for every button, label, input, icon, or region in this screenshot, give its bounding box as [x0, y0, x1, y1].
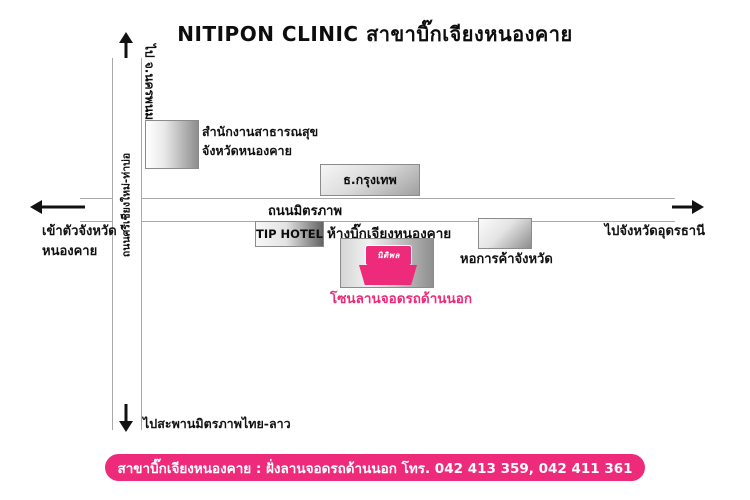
footer-contact-bar: สาขาบิ๊กเจียงหนองคาย : ฝั่งลานจอดรถด้านน… — [105, 454, 645, 481]
health-office-label-line1: สำนักงานสาธารณสุข — [202, 124, 319, 139]
direction-west-line2: หนองคาย — [42, 244, 98, 259]
footer-contact-text: สาขาบิ๊กเจียงหนองคาย : ฝั่งลานจอดรถด้านน… — [117, 460, 633, 477]
mittraphap-road-label: ถนนมิตรภาพ — [267, 204, 343, 219]
page-title: NITIPON CLINIC สาขาบิ๊กเจียงหนองคาย — [177, 22, 573, 46]
direction-south-label: ไปสะพานมิตรภาพไทย-ลาว — [143, 416, 291, 431]
parking-zone-caption: โซนลานจอดรถด้านนอก — [330, 291, 473, 307]
health-office-label: สำนักงานสาธารณสุข จังหวัดหนองคาย — [202, 122, 318, 160]
health-office-building — [145, 120, 199, 169]
health-office-label-line2: จังหวัดหนองคาย — [202, 143, 292, 158]
direction-west-line1: เข้าตัวจังหวัด — [42, 224, 117, 239]
arrow-down-icon — [119, 404, 133, 432]
nitipon-logo: นิติพล — [365, 245, 412, 266]
direction-west-label: เข้าตัวจังหวัด หนองคาย — [42, 222, 117, 262]
arrow-up-icon — [119, 32, 133, 58]
clinic-awning-shape — [359, 265, 417, 285]
direction-east-label: ไปจังหวัดอุดรธานี — [604, 224, 705, 239]
mittraphap-road — [80, 198, 675, 222]
vertical-road-label: ถนนศรีเชียงใหม่-ท่าบ่อ — [120, 152, 133, 258]
arrow-left-icon — [30, 200, 85, 214]
tip-hotel-building: TIP HOTEL — [255, 221, 324, 247]
chamber-of-commerce-building — [478, 218, 532, 249]
arrow-right-icon — [672, 200, 704, 214]
direction-north-label: ไป จ.นครพนม — [142, 43, 157, 121]
chamber-of-commerce-label: หอการค้าจังหวัด — [460, 252, 553, 267]
bangkok-bank-building: ธ.กรุงเทพ — [320, 164, 420, 196]
vertical-road — [112, 58, 142, 430]
